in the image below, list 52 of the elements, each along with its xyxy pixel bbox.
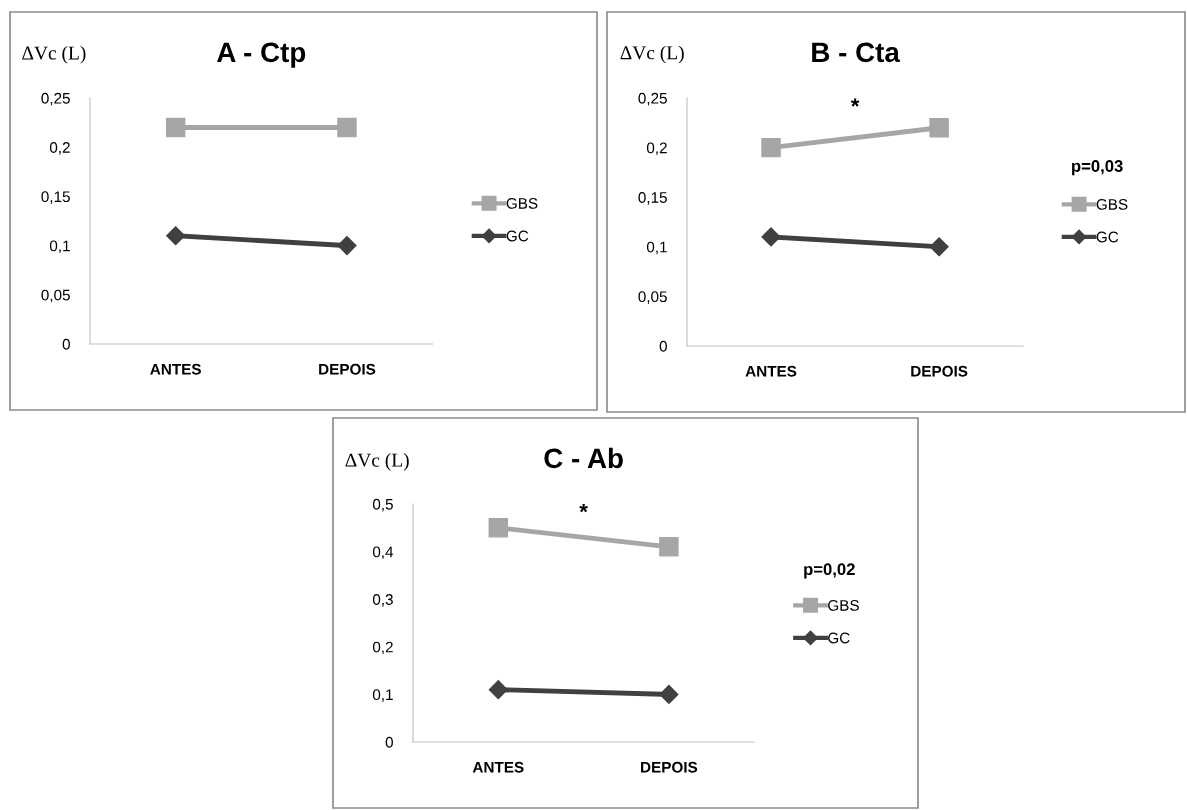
y-tick-label: 0,2	[372, 641, 393, 655]
y-tick-label: 0,3	[372, 594, 393, 607]
x-tick-label: ANTES	[745, 365, 797, 377]
y-tick-label: 0	[62, 338, 70, 350]
legend-label: GBS	[828, 599, 859, 611]
y-tick-label: 0	[385, 736, 393, 748]
y-tick-label: 0,05	[41, 289, 70, 303]
y-tick-label: 0,1	[49, 240, 70, 254]
x-tick-label: ANTES	[150, 363, 201, 375]
legend-label: GBS	[506, 198, 538, 209]
legend-label: GC	[828, 632, 850, 644]
text: p=0,03	[1072, 160, 1123, 176]
legend-label: GBS	[1096, 199, 1128, 210]
y-tick-label: 0,15	[41, 191, 70, 204]
y-tick-label: 0,5	[372, 498, 393, 512]
y-axis-title: ΔVc (L)	[22, 45, 86, 64]
legend-label: GC	[506, 230, 529, 242]
y-tick-label: 0,4	[372, 546, 394, 560]
point	[488, 518, 509, 538]
point	[659, 684, 679, 704]
annotation: *	[850, 98, 860, 107]
y-axis-title: ΔVc (L)	[345, 453, 409, 471]
y-tick-label: 0,1	[372, 689, 393, 702]
chart-title: B - Cta	[812, 42, 901, 63]
point	[337, 117, 357, 138]
y-axis-title: ΔVc (L)	[620, 45, 684, 64]
point	[761, 137, 781, 158]
y-tick-label: 0,05	[638, 291, 667, 304]
point	[761, 227, 781, 247]
point	[165, 117, 186, 138]
y-tick-label: 0,15	[638, 192, 667, 205]
y-tick-label: 0,1	[646, 241, 667, 255]
point	[337, 236, 357, 256]
chart-title: A - Ctp	[217, 42, 306, 68]
text: p=0,02	[804, 563, 855, 579]
point	[929, 237, 949, 257]
legend-label: GC	[1096, 231, 1119, 243]
y-tick-label: 0,2	[49, 142, 70, 155]
x-tick-label: DEPOIS	[911, 365, 968, 377]
x-tick-label: DEPOIS	[641, 761, 698, 773]
point	[659, 537, 679, 557]
point	[929, 118, 949, 138]
point	[166, 226, 186, 246]
y-tick-label: 0,25	[41, 92, 70, 106]
annotation: *	[579, 503, 588, 513]
chart-title: C - Ab	[544, 447, 623, 469]
point	[488, 680, 508, 700]
x-tick-label: DEPOIS	[319, 363, 376, 375]
y-tick-label: 0	[659, 340, 667, 352]
y-tick-label: 0,2	[646, 142, 667, 156]
x-tick-label: ANTES	[472, 761, 524, 773]
y-tick-label: 0,25	[638, 92, 667, 106]
